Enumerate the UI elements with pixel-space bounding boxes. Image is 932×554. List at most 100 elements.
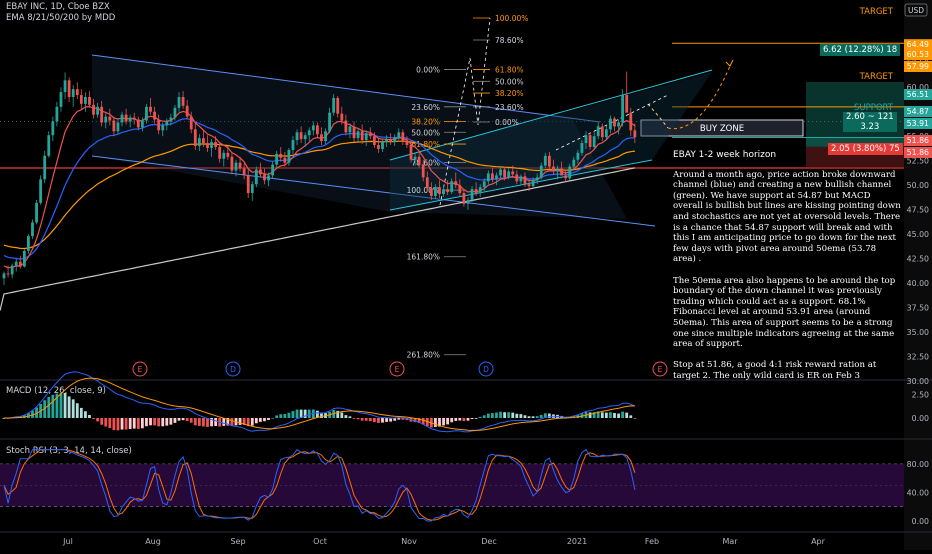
macd-histogram-bar <box>214 418 218 426</box>
candle-body <box>161 125 165 131</box>
macd-histogram-bar <box>291 411 295 418</box>
macd-histogram-bar <box>572 415 576 418</box>
candle-body <box>389 139 393 143</box>
macd-histogram-bar <box>71 399 75 418</box>
stoch-d-line <box>3 449 636 521</box>
macd-histogram-bar <box>356 418 360 420</box>
candle-body <box>254 169 258 185</box>
macd-histogram-bar <box>250 418 254 426</box>
candle-body <box>320 134 323 142</box>
candle-body <box>466 199 470 204</box>
macd-histogram-bar <box>279 414 283 418</box>
macd-histogram-bar <box>397 418 401 420</box>
candle-body <box>531 180 535 187</box>
macd-histogram-bar <box>271 417 275 419</box>
candle-body <box>263 174 266 181</box>
candle-body <box>364 133 368 141</box>
macd-histogram-bar <box>35 407 38 418</box>
candle-body <box>307 130 311 136</box>
price-label-bg <box>904 118 932 129</box>
candle-body <box>6 273 10 275</box>
candle-body <box>47 135 51 156</box>
macd-histogram-bar <box>165 418 169 426</box>
candle-body <box>51 121 55 136</box>
price-label: 53.91 <box>907 119 929 128</box>
macd-histogram-bar <box>482 415 486 418</box>
macd-histogram-bar <box>592 412 596 418</box>
candle-body <box>226 152 230 157</box>
candle-body <box>519 176 523 182</box>
macd-histogram-bar <box>617 413 620 418</box>
macd-histogram-bar <box>474 418 478 419</box>
macd-histogram-bar <box>84 411 87 418</box>
currency-badge <box>904 3 928 17</box>
macd-histogram-bar <box>226 418 230 426</box>
candle-body <box>315 125 319 135</box>
macd-histogram-bar <box>446 418 450 425</box>
macd-histogram-bar <box>189 418 193 423</box>
candle-body <box>120 114 124 123</box>
candle-body <box>446 189 450 193</box>
candle-body <box>84 97 87 104</box>
macd-histogram-bar <box>609 412 612 418</box>
candle-body <box>401 132 405 142</box>
candle-body <box>372 136 376 146</box>
macd-histogram-bar <box>283 414 287 418</box>
macd-histogram-bar <box>202 418 205 427</box>
candle-body <box>75 89 79 96</box>
price-label: 54.87 <box>907 107 929 116</box>
macd-histogram-bar <box>629 415 633 418</box>
fib-label-2: 38.20% <box>411 118 440 127</box>
candle-body <box>499 169 502 176</box>
candle-body <box>140 120 144 128</box>
macd-histogram-bar <box>120 418 124 430</box>
down-channel-lower <box>91 155 656 227</box>
macd-tick-label: 0.00 <box>912 414 929 423</box>
y-tick-label: 50.00 <box>907 181 929 190</box>
x-tick-label: Apr <box>811 537 826 546</box>
commentary-paragraph-3: Stop at 51.86, a good 4:1 risk reward ra… <box>673 360 877 381</box>
candle-body <box>39 179 43 203</box>
macd-histogram-bar <box>625 412 629 418</box>
candle-body <box>568 166 572 179</box>
candle-body <box>287 149 291 163</box>
macd-histogram-bar <box>425 418 429 427</box>
macd-histogram-bar <box>499 411 502 418</box>
price-label-bg <box>904 39 932 51</box>
entry-box: 2.60 ~ 121 3.23 <box>843 112 897 132</box>
candle-body <box>405 141 409 146</box>
candle-body <box>128 117 132 122</box>
price-label: 51.86 <box>907 148 929 157</box>
candle-body <box>136 119 140 128</box>
macd-histogram-bar <box>519 414 523 418</box>
candle-body <box>385 139 388 143</box>
entry-box-line-2: 3.23 <box>860 122 880 132</box>
candle-body <box>336 97 340 114</box>
y-tick-label: 42.50 <box>907 255 929 264</box>
risk-box: 2.05 (3.80%) 75 <box>828 143 903 155</box>
support-label: SUPPORT <box>854 103 894 113</box>
x-tick-label: Aug <box>145 537 161 546</box>
y-tick-label: 37.50 <box>907 304 929 313</box>
y-tick-label: 52.50 <box>907 157 929 166</box>
candle-body <box>588 135 592 147</box>
candle-body <box>206 143 209 148</box>
fib-label-5: 78.60% <box>411 159 440 168</box>
candle-body <box>279 153 283 158</box>
macd-histogram-bar <box>287 412 291 418</box>
candle-body <box>214 142 218 147</box>
candle-body <box>450 181 454 193</box>
macd-histogram-bar <box>458 418 462 421</box>
candle-body <box>185 105 189 117</box>
candle-body <box>267 175 270 181</box>
fib-label-1: 23.60% <box>411 103 440 112</box>
x-tick-label: Nov <box>401 537 417 546</box>
candle-body <box>165 121 169 126</box>
macd-histogram-bar <box>320 412 323 418</box>
candle-body <box>429 188 433 196</box>
macd-histogram-bar <box>177 418 181 421</box>
candle-body <box>63 80 67 93</box>
candle-body <box>470 189 474 200</box>
